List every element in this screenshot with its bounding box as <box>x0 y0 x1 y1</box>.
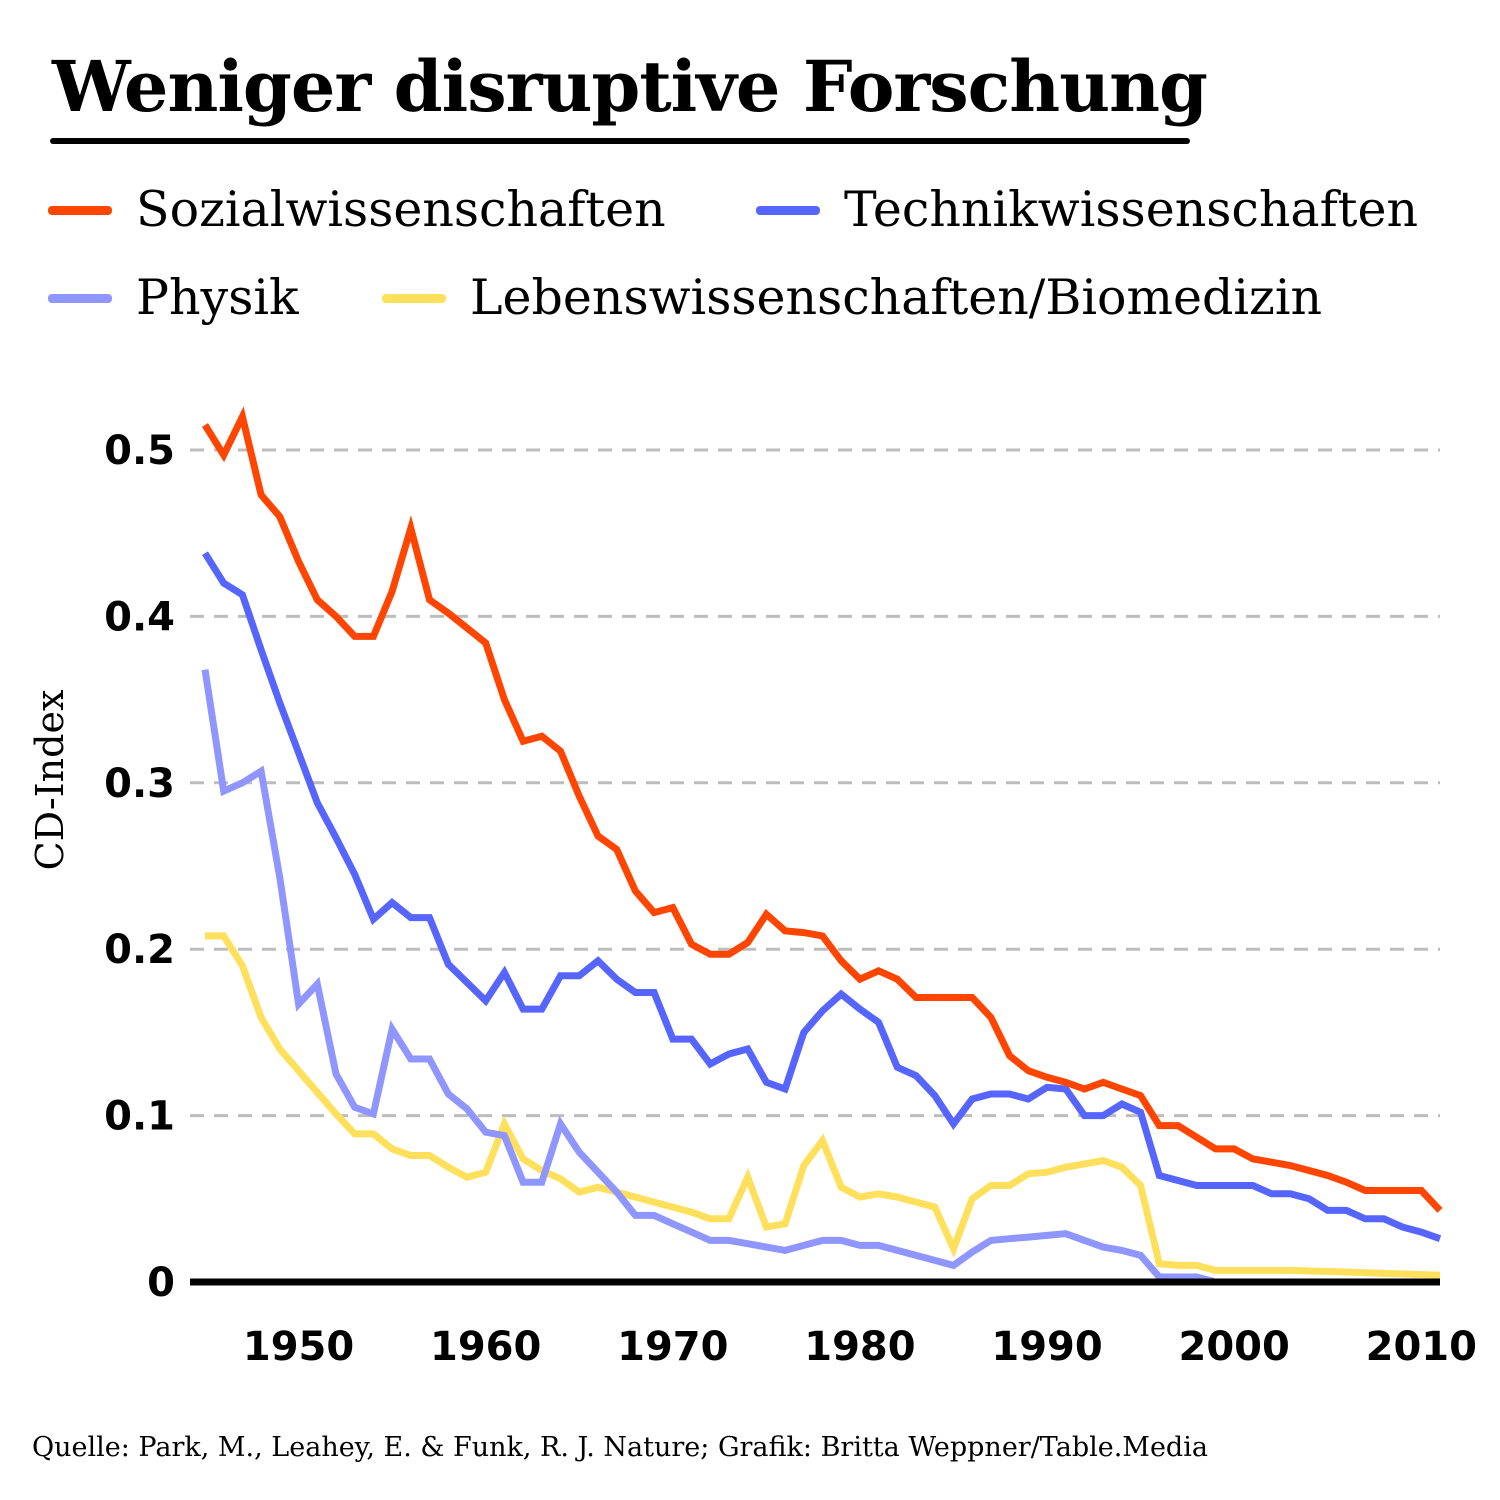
x-tick-label: 2000 <box>1179 1324 1290 1370</box>
legend-item-sozialwissenschaften: Sozialwissenschaften <box>48 180 666 240</box>
legend-label-physik: Physik <box>136 269 299 326</box>
x-tick-label: 1980 <box>804 1324 915 1370</box>
legend-label-sozialwissenschaften: Sozialwissenschaften <box>136 181 666 238</box>
y-tick-label: 0 <box>147 1260 175 1306</box>
series-lines <box>201 406 1443 1286</box>
legend-item-physik: Physik <box>48 268 299 328</box>
y-tick-label: 0.3 <box>104 761 175 807</box>
y-tick-label: 0.1 <box>104 1094 175 1140</box>
legend-swatch-lebenswissenschaften <box>382 293 446 303</box>
series-line-0 <box>202 406 1443 1213</box>
title-underline <box>50 138 1190 144</box>
x-tick-label: 2010 <box>1366 1324 1477 1370</box>
series-line-2 <box>201 669 1440 1286</box>
legend-swatch-technikwissenschaften <box>756 205 820 215</box>
y-tick-labels: 0 0.1 0.2 0.3 0.4 0.5 <box>104 428 175 1306</box>
y-tick-label: 0.2 <box>104 927 175 973</box>
chart-title: Weniger disruptive Forschung <box>52 45 1208 128</box>
gridlines <box>190 448 1440 1118</box>
source-note: Quelle: Park, M., Leahey, E. & Funk, R. … <box>32 1432 1208 1463</box>
legend-label-technikwissenschaften: Technikwissenschaften <box>844 181 1419 238</box>
x-tick-label: 1990 <box>991 1324 1102 1370</box>
x-tick-label: 1950 <box>243 1324 354 1370</box>
x-tick-labels: 1950 1960 1970 1980 1990 2000 2010 <box>243 1324 1477 1370</box>
x-tick-label: 1970 <box>617 1324 728 1370</box>
legend-swatch-sozialwissenschaften <box>48 205 112 215</box>
x-tick-label: 1960 <box>430 1324 541 1370</box>
legend-swatch-physik <box>48 293 112 303</box>
y-tick-label: 0.5 <box>104 428 175 474</box>
y-tick-label: 0.4 <box>104 594 175 640</box>
legend-label-lebenswissenschaften: Lebenswissenschaften/Biomedizin <box>470 269 1323 326</box>
series-line-3 <box>205 932 1441 1279</box>
series-line-1 <box>202 551 1442 1243</box>
legend-item-technikwissenschaften: Technikwissenschaften <box>756 180 1418 240</box>
legend-item-lebenswissenschaften: Lebenswissenschaften/Biomedizin <box>382 268 1322 328</box>
